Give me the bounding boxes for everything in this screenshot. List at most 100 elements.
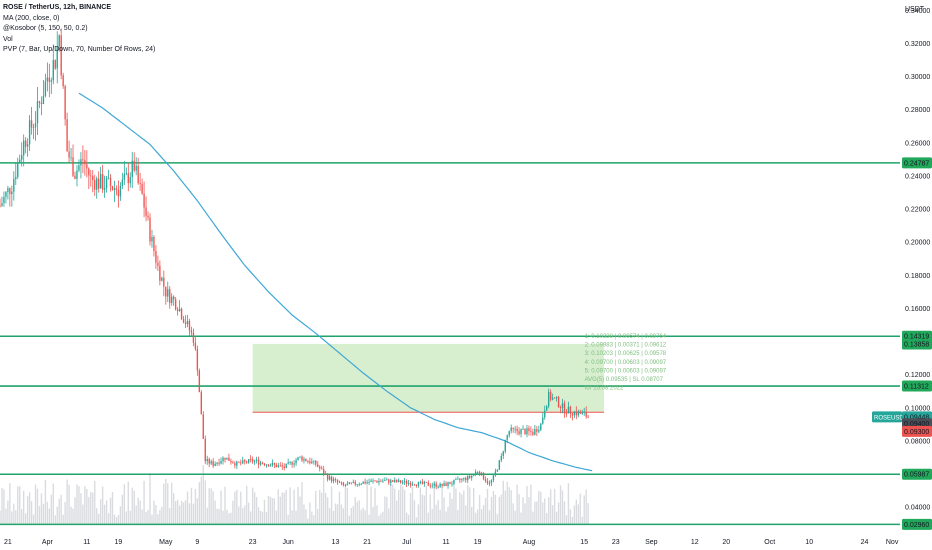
candle-body[interactable] bbox=[547, 391, 550, 407]
candle-body[interactable] bbox=[9, 188, 11, 195]
candle-body[interactable] bbox=[372, 480, 374, 482]
candle-body[interactable] bbox=[415, 485, 418, 487]
candle-body[interactable] bbox=[244, 460, 246, 462]
candle-body[interactable] bbox=[180, 308, 183, 319]
candle-body[interactable] bbox=[433, 483, 435, 486]
candle-body[interactable] bbox=[502, 451, 504, 456]
candle-body[interactable] bbox=[80, 159, 82, 166]
candle-body[interactable] bbox=[332, 479, 335, 482]
candle-body[interactable] bbox=[265, 464, 268, 466]
candle-body[interactable] bbox=[565, 413, 568, 415]
candle-body[interactable] bbox=[216, 462, 218, 464]
candle-body[interactable] bbox=[524, 429, 526, 435]
candle-body[interactable] bbox=[526, 428, 528, 435]
candle-body[interactable] bbox=[583, 411, 585, 413]
candle-body[interactable] bbox=[465, 477, 467, 481]
candle-body[interactable] bbox=[297, 457, 299, 461]
candle-body[interactable] bbox=[40, 102, 43, 105]
candle-body[interactable] bbox=[326, 474, 329, 480]
candle-body[interactable] bbox=[190, 330, 193, 333]
candle-body[interactable] bbox=[425, 481, 428, 483]
candle-body[interactable] bbox=[317, 464, 319, 467]
candle-body[interactable] bbox=[287, 462, 289, 464]
candle-body[interactable] bbox=[344, 485, 347, 486]
candle-body[interactable] bbox=[46, 77, 49, 82]
candle-body[interactable] bbox=[269, 465, 272, 467]
candle-body[interactable] bbox=[538, 429, 540, 432]
candle-body[interactable] bbox=[21, 155, 23, 160]
candle-body[interactable] bbox=[135, 165, 137, 171]
candle-body[interactable] bbox=[362, 481, 364, 484]
candle-body[interactable] bbox=[5, 191, 7, 197]
candle-body[interactable] bbox=[328, 476, 331, 480]
candle-body[interactable] bbox=[76, 170, 78, 179]
candle-body[interactable] bbox=[119, 185, 122, 197]
candle-body[interactable] bbox=[342, 482, 345, 486]
candle-body[interactable] bbox=[506, 435, 508, 440]
candle-body[interactable] bbox=[84, 160, 86, 165]
candle-body[interactable] bbox=[139, 183, 141, 184]
candle-body[interactable] bbox=[382, 480, 384, 482]
candle-body[interactable] bbox=[396, 479, 398, 483]
candle-body[interactable] bbox=[437, 486, 439, 488]
candle-body[interactable] bbox=[285, 463, 287, 468]
candle-body[interactable] bbox=[457, 478, 459, 480]
candle-body[interactable] bbox=[271, 463, 274, 466]
candle-body[interactable] bbox=[419, 481, 422, 483]
candle-body[interactable] bbox=[413, 484, 416, 486]
candle-body[interactable] bbox=[101, 174, 104, 190]
candle-body[interactable] bbox=[194, 342, 197, 350]
candle-body[interactable] bbox=[520, 429, 522, 434]
candle-body[interactable] bbox=[585, 411, 587, 417]
candle-body[interactable] bbox=[94, 180, 96, 190]
candle-body[interactable] bbox=[311, 461, 313, 464]
candle-body[interactable] bbox=[172, 296, 175, 300]
candle-body[interactable] bbox=[232, 462, 234, 464]
candle-body[interactable] bbox=[281, 465, 283, 467]
candle-body[interactable] bbox=[145, 207, 147, 216]
candle-body[interactable] bbox=[581, 412, 583, 414]
candle-body[interactable] bbox=[322, 469, 325, 475]
candle-body[interactable] bbox=[182, 318, 185, 323]
candle-body[interactable] bbox=[461, 478, 463, 481]
candle-body[interactable] bbox=[348, 482, 351, 484]
candle-body[interactable] bbox=[577, 411, 579, 416]
candle-body[interactable] bbox=[553, 397, 556, 399]
candle-body[interactable] bbox=[360, 483, 362, 485]
candle-body[interactable] bbox=[259, 462, 262, 465]
candle-body[interactable] bbox=[313, 460, 315, 462]
candle-body[interactable] bbox=[315, 460, 317, 465]
candle-body[interactable] bbox=[587, 416, 589, 418]
candle-body[interactable] bbox=[532, 431, 534, 435]
candle-body[interactable] bbox=[141, 183, 143, 194]
candle-body[interactable] bbox=[394, 479, 396, 482]
candle-body[interactable] bbox=[176, 309, 179, 312]
candle-body[interactable] bbox=[103, 187, 106, 190]
candle-body[interactable] bbox=[557, 397, 560, 407]
candle-body[interactable] bbox=[405, 480, 408, 484]
candle-body[interactable] bbox=[563, 403, 566, 414]
candle-body[interactable] bbox=[202, 414, 204, 439]
candle-body[interactable] bbox=[340, 482, 343, 484]
candle-body[interactable] bbox=[220, 461, 222, 464]
candle-body[interactable] bbox=[498, 460, 501, 470]
candle-body[interactable] bbox=[109, 177, 112, 187]
candle-body[interactable] bbox=[324, 474, 327, 475]
candle-body[interactable] bbox=[512, 427, 514, 429]
candle-body[interactable] bbox=[334, 479, 337, 480]
candle-body[interactable] bbox=[174, 299, 177, 310]
candle-body[interactable] bbox=[429, 485, 431, 487]
candle-body[interactable] bbox=[453, 479, 455, 484]
candle-body[interactable] bbox=[1, 203, 3, 206]
candle-body[interactable] bbox=[435, 483, 437, 487]
candle-body[interactable] bbox=[62, 75, 64, 87]
candle-body[interactable] bbox=[267, 464, 270, 467]
candle-body[interactable] bbox=[407, 482, 410, 484]
candle-body[interactable] bbox=[350, 482, 353, 484]
candle-body[interactable] bbox=[228, 457, 230, 461]
candle-body[interactable] bbox=[423, 481, 426, 484]
candle-body[interactable] bbox=[255, 459, 258, 461]
candle-body[interactable] bbox=[42, 95, 45, 105]
candle-body[interactable] bbox=[26, 144, 29, 147]
candle-body[interactable] bbox=[208, 459, 210, 464]
